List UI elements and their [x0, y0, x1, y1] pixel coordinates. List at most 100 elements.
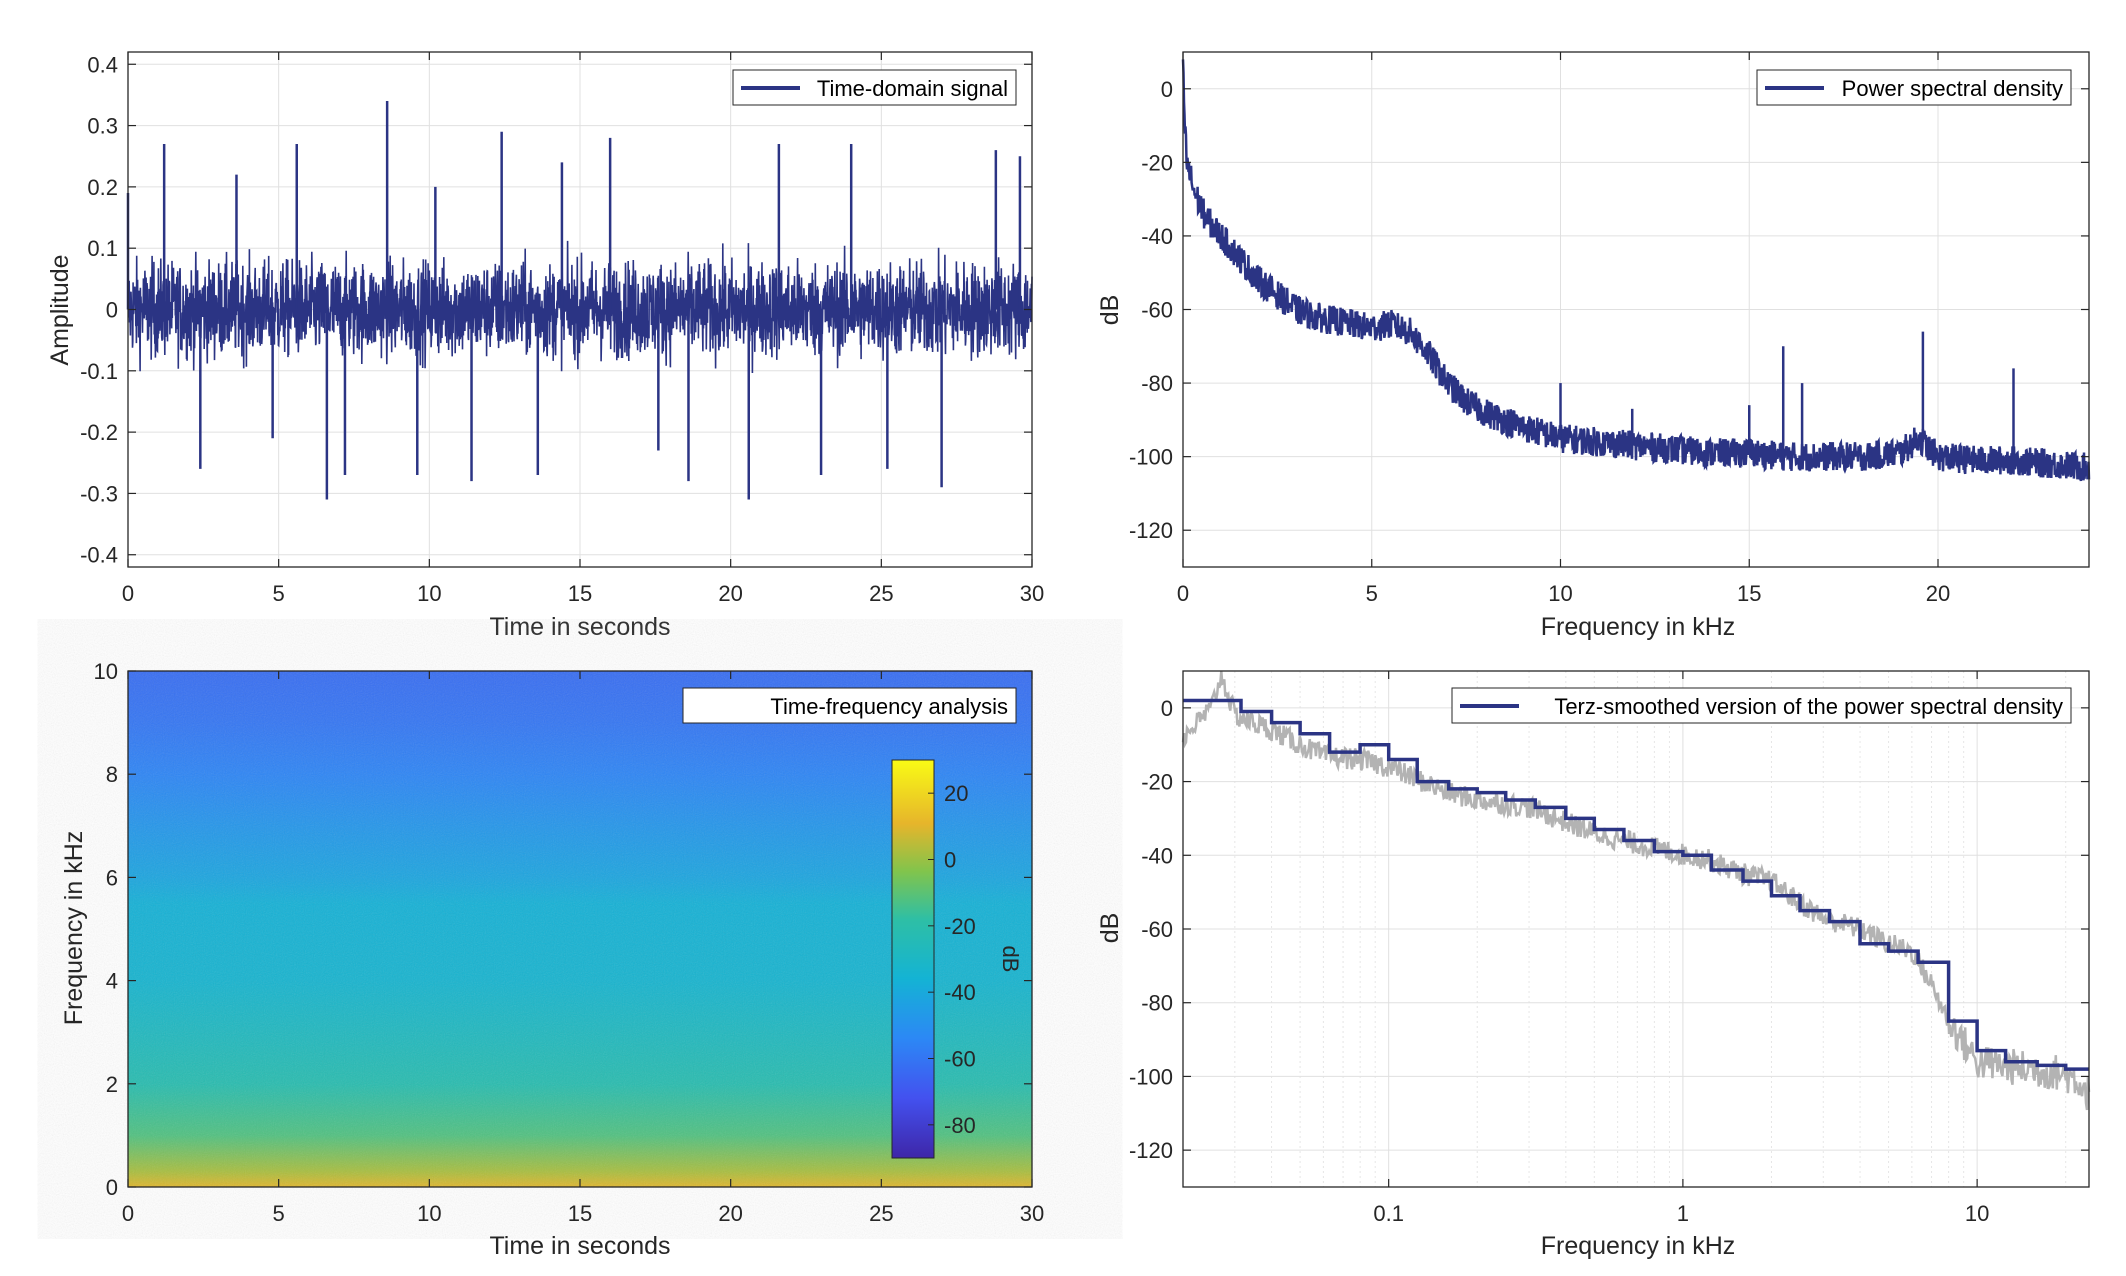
spectrogram-legend-box	[682, 687, 1017, 724]
psd-line	[1181, 59, 2091, 482]
psd-y-ticks: -120 -100 -80 -60 -40 -20 0	[1129, 77, 2089, 543]
x-tick-label: 0	[122, 1201, 134, 1226]
colorbar-tick-label: -40	[944, 980, 976, 1005]
y-tick-label: 0.4	[87, 52, 118, 77]
terz-y-ticks: -120 -100 -80 -60 -40 -20 0	[1129, 696, 2089, 1163]
colorbar-ramp	[891, 759, 935, 1159]
time-domain-series	[126, 101, 1033, 500]
colorbar-tick-label: -20	[944, 914, 976, 939]
x-tick-label: 30	[1020, 1201, 1044, 1226]
y-tick-label: -120	[1129, 518, 1173, 543]
y-tick-label: 10	[94, 659, 118, 684]
terz-legend: Terz-smoothed version of the power spect…	[1451, 687, 2072, 724]
x-tick-label: 0	[1177, 581, 1189, 606]
x-tick-label: 20	[718, 581, 742, 606]
x-tick-label: 0.1	[1373, 1201, 1404, 1226]
colorbar: 20 0 -20 -40 -60 -80 dB	[891, 759, 1023, 1159]
terz-legend-label: Terz-smoothed version of the power spect…	[1554, 694, 2063, 719]
time-domain-x-ticks: 0 5 10 15 20 25 30	[122, 52, 1044, 606]
time-domain-legend: Time-domain signal	[732, 69, 1017, 106]
y-tick-label: 0.1	[87, 236, 118, 261]
terz-x-axis-label: Frequency in kHz	[1541, 1232, 1736, 1260]
psd-y-axis-label: dB	[1096, 295, 1124, 326]
y-tick-label: 0	[106, 1175, 118, 1200]
terz-legend-box	[1451, 687, 2072, 724]
terz-smoothed-line	[1183, 698, 2089, 1071]
x-tick-label: 10	[1965, 1201, 1989, 1226]
x-tick-label: 10	[1548, 581, 1572, 606]
x-tick-label: 5	[273, 581, 285, 606]
x-tick-label: 15	[568, 581, 592, 606]
colorbar-tick-label: 20	[944, 781, 968, 806]
time-domain-panel: 0 5 10 15 20 25 30 -0.4-0.3-0.2-0.100.10.20.30…	[46, 51, 1044, 641]
y-tick-label: -100	[1129, 445, 1173, 470]
time-domain-y-ticks: -0.4 -0.3 -0.2 -0.1 0 0.1 0.2 0.3 0.4	[80, 52, 1032, 568]
psd-x-axis-label: Frequency in kHz	[1541, 613, 1736, 641]
y-tick-label: 0	[1161, 696, 1173, 721]
colorbar-label: dB	[998, 946, 1023, 973]
y-tick-label: 0.3	[87, 114, 118, 139]
time-domain-legend-label: Time-domain signal	[817, 76, 1008, 101]
spectrogram-legend: Time-frequency analysis	[682, 687, 1017, 724]
y-tick-label: -20	[1141, 150, 1173, 175]
y-tick-label: 6	[106, 865, 118, 890]
y-tick-label: -0.2	[80, 420, 118, 445]
spectrogram-legend-label: Time-frequency analysis	[770, 694, 1008, 719]
psd-legend-label: Power spectral density	[1842, 76, 2063, 101]
y-tick-label: -20	[1141, 770, 1173, 795]
time-domain-peaks	[126, 101, 1022, 500]
x-tick-label: 5	[1366, 581, 1378, 606]
y-tick-label: -80	[1141, 371, 1173, 396]
spectrogram-x-axis-label: Time in seconds	[489, 1232, 670, 1260]
spectrogram-texture	[128, 671, 1032, 1187]
psd-x-ticks: 0 5 10 15 20	[1177, 52, 1950, 606]
terz-x-ticks: 0.1 1 10	[1373, 671, 1989, 1226]
colorbar-ticks: 20 0 -20 -40 -60 -80	[928, 781, 976, 1138]
y-tick-label: 2	[106, 1072, 118, 1097]
x-tick-label: 30	[1020, 581, 1044, 606]
x-tick-label: 0	[122, 581, 134, 606]
x-tick-label: 20	[718, 1201, 742, 1226]
x-tick-label: 10	[417, 581, 441, 606]
terz-panel: 0.1 1 10 -120 -100 -80 -60 -40 -20 0 Frequency i…	[1096, 670, 2091, 1260]
x-tick-label: 15	[1737, 581, 1761, 606]
x-tick-label: 25	[869, 1201, 893, 1226]
y-tick-label: -40	[1141, 843, 1173, 868]
y-tick-label: -40	[1141, 224, 1173, 249]
y-tick-label: -80	[1141, 991, 1173, 1016]
colorbar-tick-label: 0	[944, 848, 956, 873]
y-tick-label: -0.1	[80, 359, 118, 384]
y-tick-label: 0.2	[87, 175, 118, 200]
spectrogram-y-axis-label: Frequency in kHz	[60, 831, 88, 1026]
terz-series	[1181, 670, 2091, 1111]
terz-raw-psd-line	[1181, 670, 2091, 1111]
time-domain-signal-line	[127, 240, 1033, 374]
y-tick-label: -0.3	[80, 481, 118, 506]
time-domain-y-axis-label: Amplitude	[46, 254, 74, 365]
y-tick-label: -60	[1141, 298, 1173, 323]
x-tick-label: 20	[1926, 581, 1950, 606]
x-tick-label: 10	[417, 1201, 441, 1226]
spectrogram-y-ticks: 0 2 4 6 8 10	[94, 659, 1032, 1200]
spectrogram-panel: 0 5 10 15 20 25 30 0 2 4 6 8 10 Time in seconds Fre…	[60, 659, 1044, 1260]
y-tick-label: -0.4	[80, 543, 118, 568]
y-tick-label: 0	[106, 298, 118, 323]
y-tick-label: -120	[1129, 1138, 1173, 1163]
colorbar-tick-label: -80	[944, 1113, 976, 1138]
x-tick-label: 5	[273, 1201, 285, 1226]
spectrogram-x-ticks: 0 5 10 15 20 25 30	[122, 671, 1044, 1226]
colorbar-tick-label: -60	[944, 1047, 976, 1072]
y-tick-label: -100	[1129, 1064, 1173, 1089]
time-domain-x-axis-label: Time in seconds	[489, 613, 670, 641]
time-domain-grid	[127, 52, 1033, 567]
x-tick-label: 15	[568, 1201, 592, 1226]
y-tick-label: -60	[1141, 917, 1173, 942]
terz-y-axis-label: dB	[1096, 913, 1124, 944]
psd-series	[1181, 59, 2091, 482]
y-tick-label: 4	[106, 969, 118, 994]
psd-panel: 0 5 10 15 20 -120 -100 -80 -60 -40 -20 0 Frequency…	[1096, 51, 2091, 641]
y-tick-label: 8	[106, 762, 118, 787]
y-tick-label: 0	[1161, 77, 1173, 102]
x-tick-label: 25	[869, 581, 893, 606]
